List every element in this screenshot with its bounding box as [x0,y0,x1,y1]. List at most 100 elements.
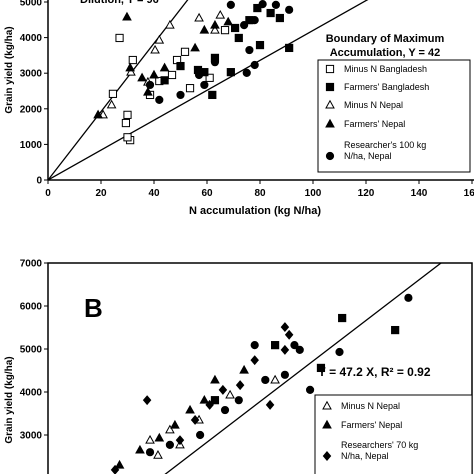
point [215,9,226,19]
annotation: Boundary of Maximum [326,33,445,45]
x-tick-label: 120 [358,188,375,199]
point [165,19,175,29]
point [106,99,117,109]
point [153,449,163,459]
point [115,33,124,43]
point [226,68,235,77]
point [176,90,185,100]
point [239,364,249,374]
point [125,62,135,72]
point [391,325,400,335]
point [250,341,259,350]
point [175,435,185,446]
point [160,76,169,85]
point [165,440,174,449]
point [123,133,132,142]
point [110,464,120,474]
y-axis-label: Grain yield (kg/ha) [4,26,15,113]
legend-label: Farmers' Bangladesh [344,82,429,92]
point [255,40,265,50]
point [285,43,294,53]
x-tick-label: 160 [464,188,474,199]
point [226,0,235,9]
annotation: Y = 47.2 X, R² = 0.92 [318,365,431,379]
y-tick-label: 4000 [20,33,43,44]
reference-line [48,0,369,180]
y-tick-label: 6000 [20,302,43,313]
reference-line [48,0,189,180]
point [167,70,177,80]
point [265,399,275,410]
point [194,12,204,22]
point [295,345,304,354]
point [194,70,204,80]
legend-label: Minus N Nepal [344,100,403,110]
point [335,347,344,357]
point [250,355,259,366]
point [316,363,326,373]
point [143,86,153,96]
y-tick-label: 4000 [20,388,43,399]
plot-area [48,0,369,180]
point [145,434,155,444]
point [154,34,165,44]
point [210,374,220,384]
point [165,424,175,434]
point [126,66,136,76]
reference-line [164,263,443,474]
point [261,375,270,385]
x-tick-label: 140 [411,188,428,199]
plot-frame [47,262,473,474]
point [199,394,210,404]
point [225,389,235,399]
y-axis-label: Grain yield (kg/ha) [4,356,15,443]
point [135,444,145,454]
annotation: Dilution, Y = 96 [80,0,159,6]
point [338,313,347,323]
point [114,459,125,469]
point [180,47,190,56]
point [159,62,170,72]
annotation: Accumulation, Y = 42 [330,47,441,59]
point [154,432,165,442]
point [270,374,280,384]
legend-label: Farmers' Nepal [344,119,405,129]
point [200,80,209,90]
point [142,395,152,406]
point [185,84,195,93]
point [185,404,195,414]
point [210,396,220,405]
point [230,23,240,33]
legend-label: Minus N Nepal [341,401,400,411]
y-tick-label: 3000 [20,69,43,80]
legend-marker [325,99,335,109]
x-tick-label: 60 [201,188,213,199]
y-tick-label: 2000 [20,104,43,115]
point [150,44,160,54]
plot-area [110,263,443,474]
point [155,95,164,105]
point [210,58,220,67]
point [199,24,210,34]
point [108,89,118,98]
y-tick-label: 5000 [20,0,43,9]
legend-label: Farmers' Nepal [341,420,402,430]
legend-marker [325,64,335,74]
point [223,16,234,26]
legend-marker [322,419,332,429]
y-tick-label: 0 [36,176,42,187]
point [210,24,220,34]
point [208,90,217,100]
point [218,384,228,395]
x-tick-label: 20 [95,188,107,199]
point [137,72,147,82]
x-tick-label: 0 [45,188,51,199]
point [240,21,249,30]
point [271,341,280,350]
x-tick-label: 40 [148,188,160,199]
point [123,110,132,119]
point [285,5,294,14]
legend-marker [325,118,335,128]
legend-marker [322,451,332,461]
